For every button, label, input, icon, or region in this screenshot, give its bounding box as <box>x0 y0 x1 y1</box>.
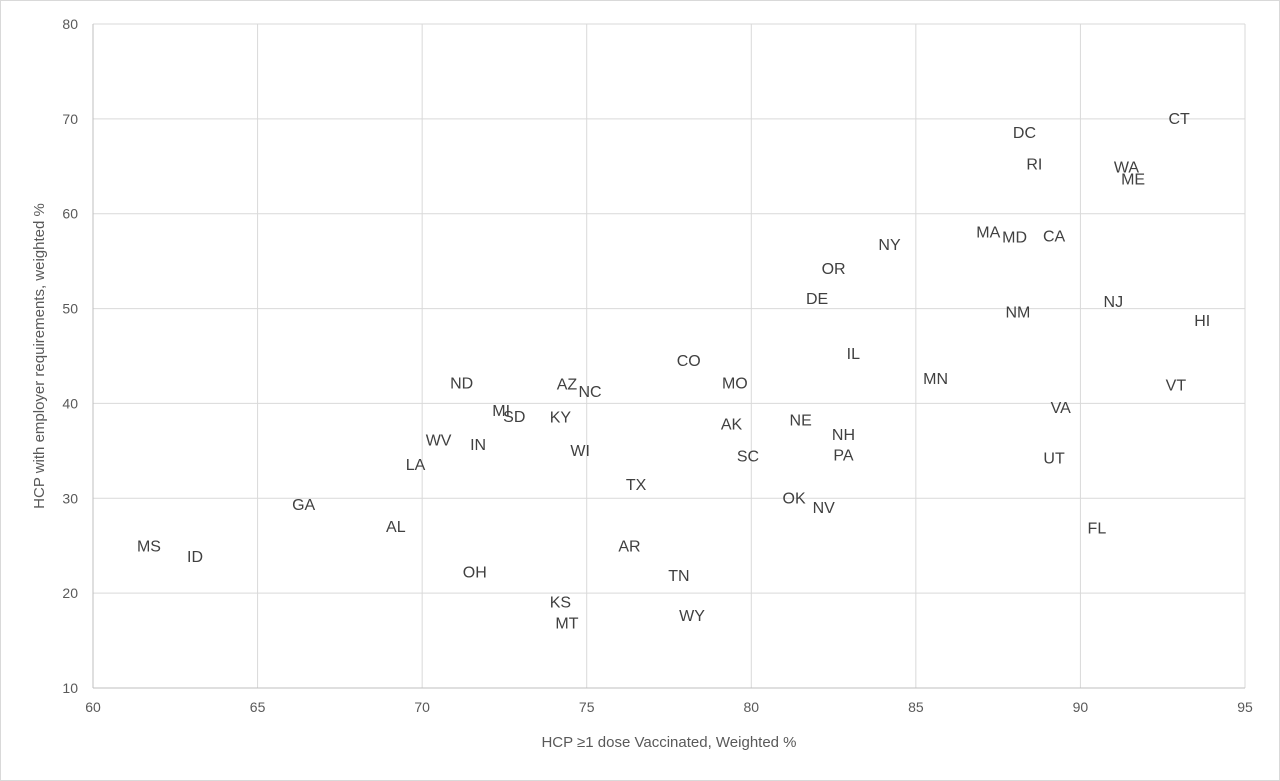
point-label-de: DE <box>806 291 828 308</box>
point-label-il: IL <box>847 346 860 363</box>
point-label-ut: UT <box>1043 450 1065 467</box>
point-label-dc: DC <box>1013 125 1036 142</box>
point-label-mn: MN <box>923 371 948 388</box>
point-label-me: ME <box>1121 172 1145 189</box>
x-axis-title: HCP ≥1 dose Vaccinated, Weighted % <box>541 734 796 751</box>
point-label-co: CO <box>677 353 701 370</box>
point-label-oh: OH <box>463 564 487 581</box>
point-label-nd: ND <box>450 376 473 393</box>
point-label-ny: NY <box>878 237 901 254</box>
point-label-vt: VT <box>1166 377 1187 394</box>
point-label-la: LA <box>406 457 426 474</box>
point-label-hi: HI <box>1194 313 1210 330</box>
x-tick-label: 85 <box>908 699 924 715</box>
vertical-gridlines <box>257 24 1246 688</box>
point-label-in: IN <box>470 437 486 454</box>
x-tick-label: 80 <box>743 699 759 715</box>
point-label-ky: KY <box>550 410 572 427</box>
point-label-ks: KS <box>550 595 571 612</box>
point-label-az: AZ <box>557 377 578 394</box>
y-tick-labels: 10 20 30 40 50 60 70 80 <box>62 16 78 696</box>
point-label-ri: RI <box>1026 156 1042 173</box>
point-label-pa: PA <box>833 448 853 465</box>
point-label-nh: NH <box>832 427 855 444</box>
point-label-ca: CA <box>1043 229 1066 246</box>
y-tick-label: 80 <box>62 16 78 32</box>
y-tick-label: 70 <box>62 111 78 127</box>
point-label-fl: FL <box>1088 521 1107 538</box>
point-label-sc: SC <box>737 449 759 466</box>
point-label-md: MD <box>1002 229 1027 246</box>
point-label-tn: TN <box>668 568 689 585</box>
x-tick-label: 95 <box>1237 699 1253 715</box>
point-label-ak: AK <box>721 416 743 433</box>
horizontal-gridlines <box>93 23 1245 594</box>
y-tick-label: 50 <box>62 301 78 317</box>
point-label-wa: WA <box>1114 159 1140 176</box>
point-label-id: ID <box>187 549 203 566</box>
point-label-va: VA <box>1051 400 1071 417</box>
x-tick-label: 65 <box>250 699 266 715</box>
point-label-or: OR <box>822 261 846 278</box>
point-label-ok: OK <box>783 490 806 507</box>
point-label-wv: WV <box>426 432 452 449</box>
point-label-wy: WY <box>679 608 705 625</box>
point-label-ct: CT <box>1169 111 1191 128</box>
point-label-mi: MI <box>492 403 510 420</box>
point-label-ga: GA <box>292 497 315 514</box>
point-label-al: AL <box>386 519 406 536</box>
point-label-nv: NV <box>813 500 836 517</box>
x-tick-labels: 60 65 70 75 80 85 90 95 <box>85 699 1253 715</box>
point-label-mo: MO <box>722 376 748 393</box>
axes <box>92 24 1245 689</box>
point-label-sd: SD <box>503 409 525 426</box>
point-label-nj: NJ <box>1104 294 1124 311</box>
point-label-ne: NE <box>790 413 812 430</box>
x-tick-label: 90 <box>1073 699 1089 715</box>
y-tick-label: 60 <box>62 206 78 222</box>
y-tick-label: 20 <box>62 585 78 601</box>
x-tick-label: 75 <box>579 699 595 715</box>
x-tick-label: 70 <box>414 699 430 715</box>
y-tick-label: 30 <box>62 490 78 506</box>
point-label-ar: AR <box>618 539 640 556</box>
point-label-nc: NC <box>578 384 601 401</box>
y-tick-label: 40 <box>62 395 78 411</box>
x-tick-label: 60 <box>85 699 101 715</box>
y-axis-title: HCP with employer requirements, weighted… <box>31 203 48 509</box>
y-tick-label: 10 <box>62 680 78 696</box>
point-label-ms: MS <box>137 539 161 556</box>
point-label-nm: NM <box>1005 304 1030 321</box>
point-label-mt: MT <box>555 616 578 633</box>
point-label-wi: WI <box>570 443 590 460</box>
point-label-ma: MA <box>976 225 1000 242</box>
point-label-tx: TX <box>626 477 647 494</box>
